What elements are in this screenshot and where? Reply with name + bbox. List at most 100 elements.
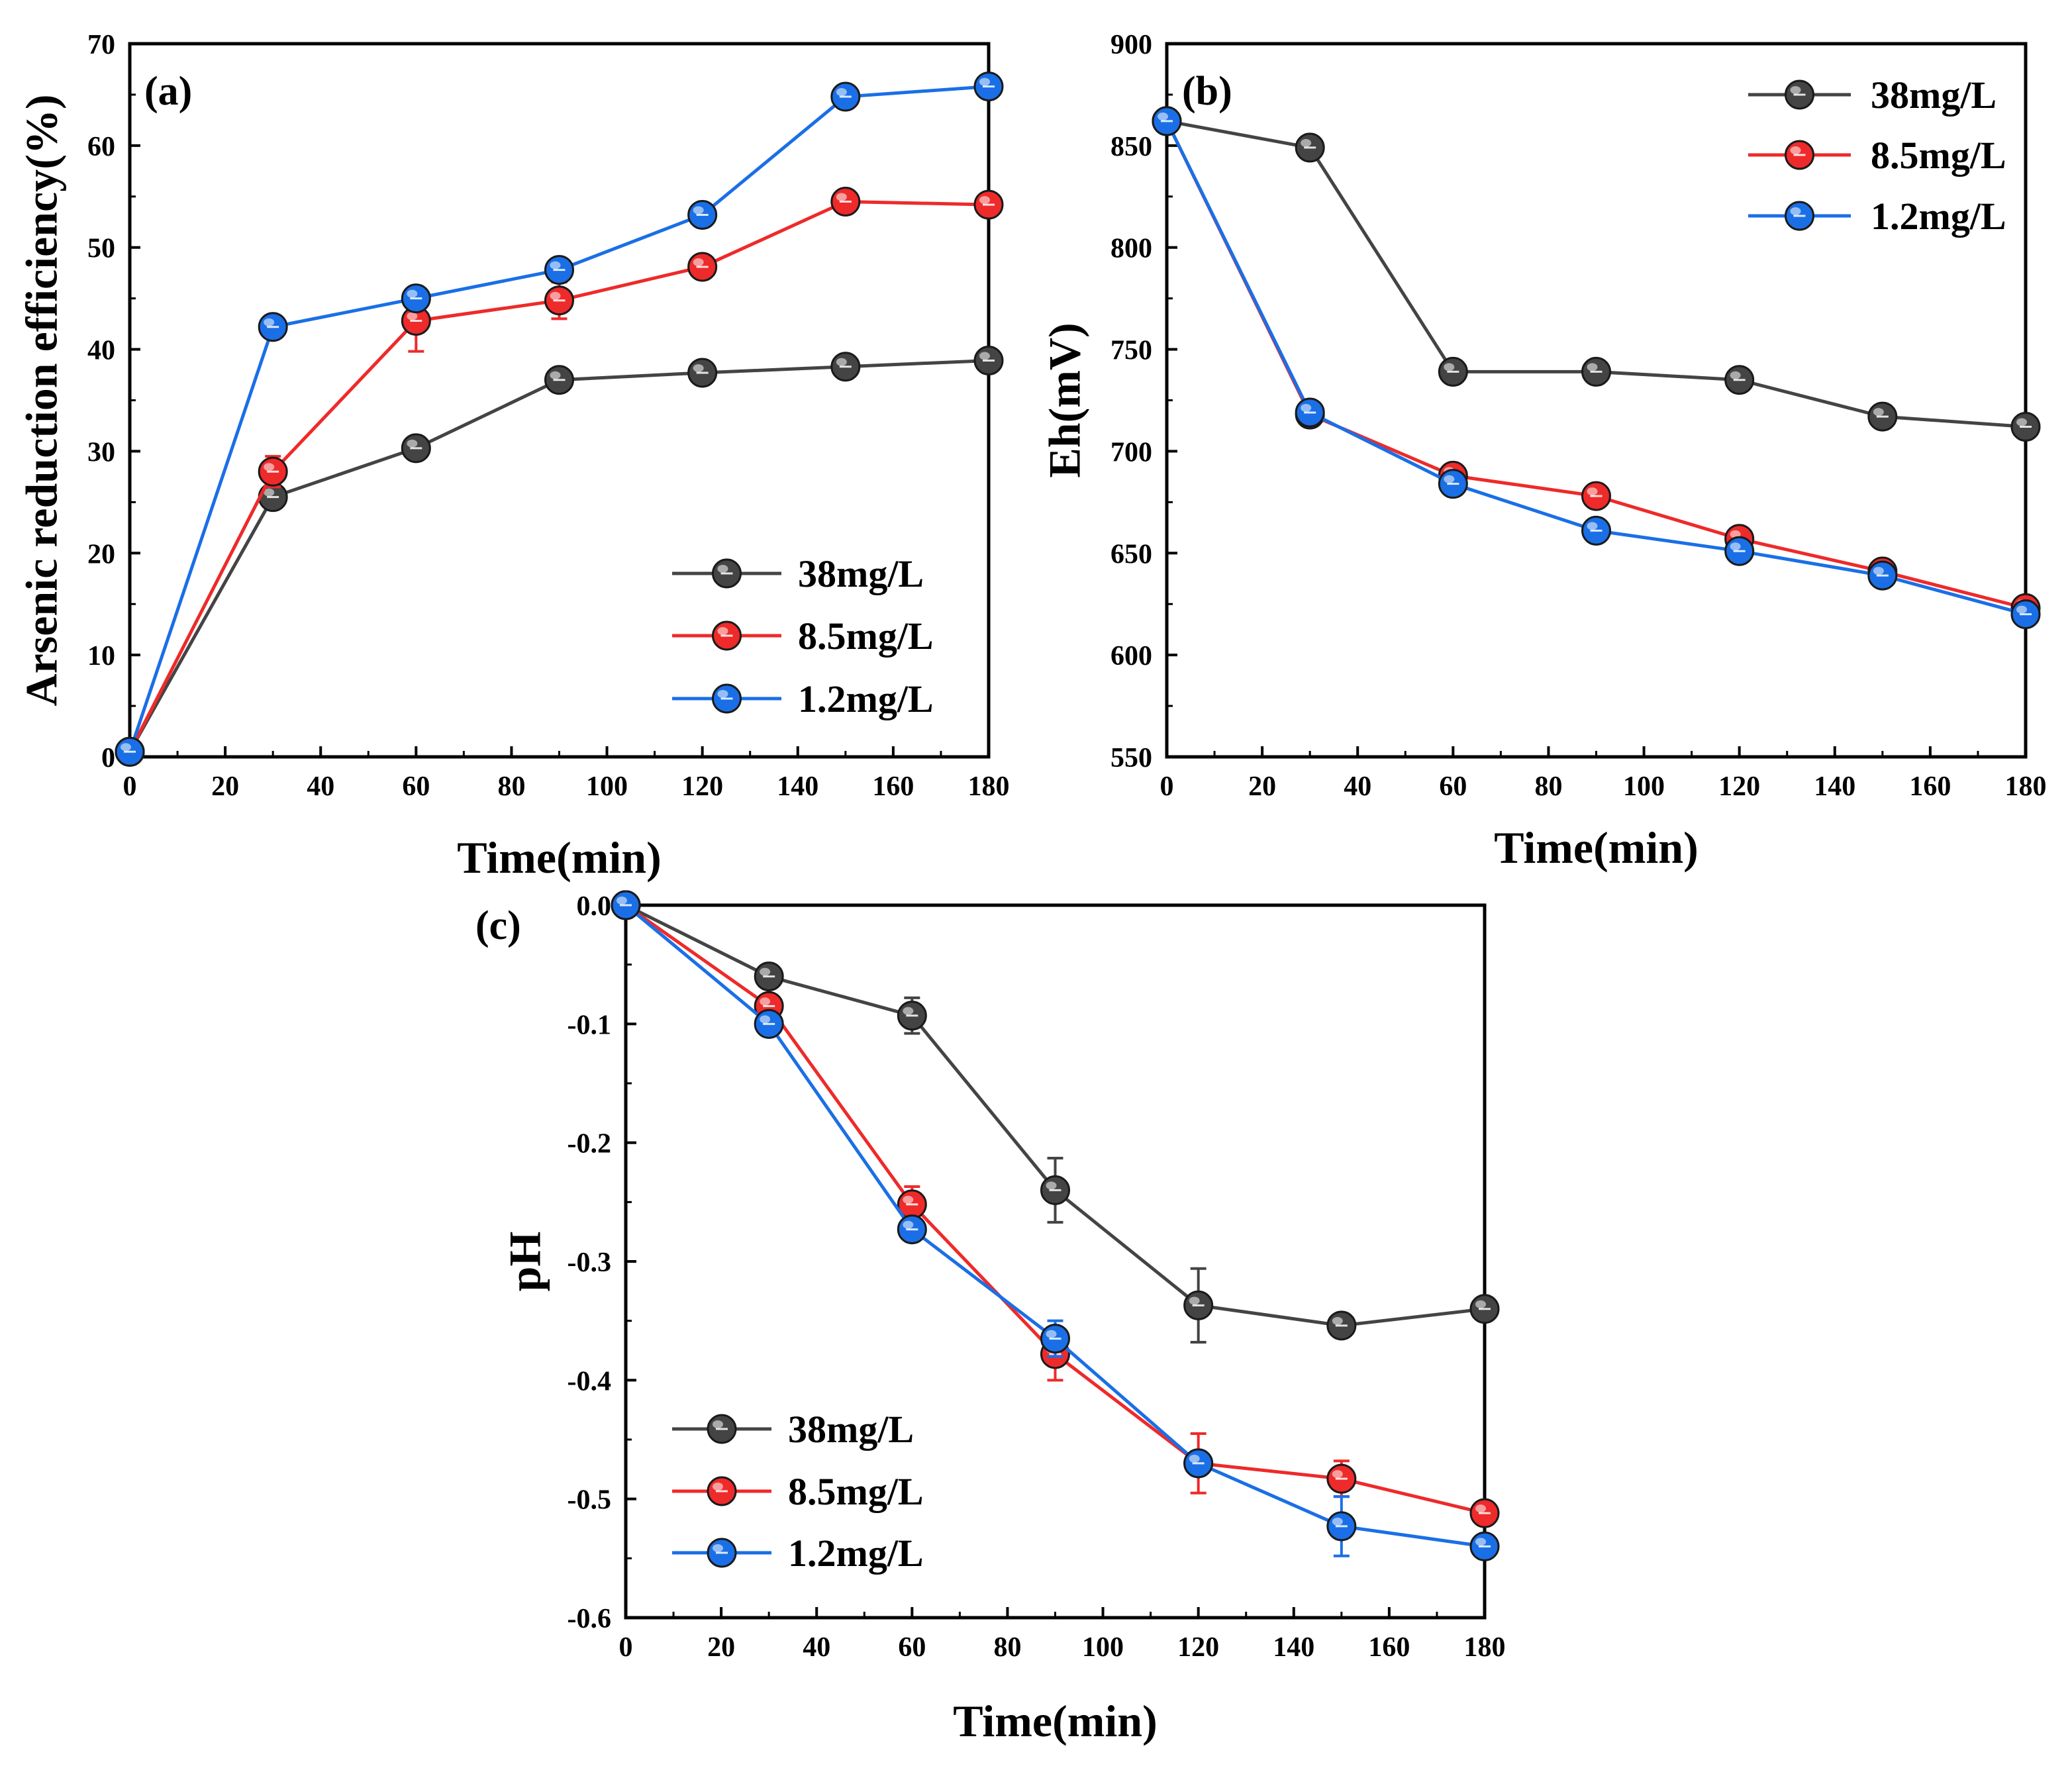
x-tick-label: 120	[1177, 1632, 1219, 1663]
data-point-highlight	[1046, 1330, 1057, 1338]
y-tick-label: -0.4	[567, 1366, 612, 1397]
series-1-2mg-l	[1152, 106, 2041, 630]
data-point-highlight	[693, 364, 704, 372]
y-tick-label: 800	[1110, 234, 1152, 264]
data-point-highlight	[1332, 1517, 1343, 1526]
x-tick-label: 180	[1464, 1632, 1506, 1663]
x-tick-label: 120	[681, 771, 723, 802]
data-point-highlight	[1444, 475, 1455, 483]
x-tick-label: 160	[872, 771, 914, 802]
y-tick-label: 50	[87, 234, 115, 264]
x-tick-label: 60	[898, 1632, 926, 1663]
data-point-highlight	[407, 312, 418, 320]
y-tick-label: 750	[1110, 336, 1152, 366]
data-point-highlight	[550, 291, 561, 300]
y-tick-label: -0.1	[567, 1010, 612, 1040]
x-tick-label: 60	[1439, 771, 1467, 802]
data-point-highlight	[903, 1220, 914, 1229]
data-point-highlight	[1158, 112, 1168, 121]
data-point-highlight	[1301, 138, 1312, 147]
y-tick-label: 40	[87, 336, 115, 366]
y-tick-label: 650	[1110, 539, 1152, 569]
data-point-highlight	[264, 318, 275, 326]
panel-label: (a)	[144, 69, 192, 114]
y-axis-title: Arsenic reduction efficiency(%)	[17, 94, 67, 706]
series-38mg-l	[611, 890, 1500, 1344]
legend-label: 38mg/L	[788, 1408, 914, 1451]
legend-marker-highlight	[717, 565, 728, 573]
legend-marker-highlight	[713, 1420, 723, 1428]
chart-panel-2: 0 20 40 60 80 100 120 140 160 180 550 600 650 700 750 8…	[1040, 30, 2047, 873]
data-point-highlight	[617, 897, 627, 905]
y-tick-label: 900	[1110, 30, 1152, 60]
data-point-highlight	[979, 77, 990, 86]
x-tick-label: 40	[803, 1632, 830, 1663]
series-1-2mg-l	[611, 890, 1500, 1561]
panel-label: (b)	[1182, 69, 1232, 114]
legend-label: 1.2mg/L	[1871, 195, 2006, 238]
x-tick-label: 20	[1248, 771, 1276, 802]
data-point-highlight	[264, 463, 275, 471]
data-point-highlight	[760, 1015, 771, 1024]
data-point-highlight	[1189, 1454, 1200, 1463]
x-tick-label: 180	[2005, 771, 2047, 802]
legend-marker-highlight	[717, 690, 728, 698]
data-point-highlight	[1301, 403, 1312, 412]
x-axis-title: Time(min)	[1494, 822, 1699, 873]
y-tick-label: -0.3	[567, 1248, 612, 1278]
series-1-2mg-l	[115, 72, 1004, 767]
legend-label: 8.5mg/L	[798, 614, 934, 658]
data-point-highlight	[979, 352, 990, 360]
x-tick-label: 100	[586, 771, 628, 802]
x-tick-label: 140	[1273, 1632, 1314, 1663]
legend-label: 38mg/L	[798, 552, 924, 595]
x-tick-label: 40	[307, 771, 334, 802]
y-tick-label: -0.5	[567, 1485, 612, 1516]
x-axis-title: Time(min)	[457, 832, 662, 883]
data-point-highlight	[1730, 371, 1741, 379]
legend-label: 1.2mg/L	[788, 1532, 924, 1575]
data-point-highlight	[903, 1195, 914, 1204]
series-line	[624, 903, 1485, 1328]
y-tick-label: 700	[1110, 437, 1152, 467]
legend-marker-highlight	[1790, 86, 1801, 94]
y-tick-label: 600	[1110, 641, 1152, 671]
data-point-highlight	[407, 439, 418, 448]
data-point-highlight	[550, 371, 561, 379]
x-tick-label: 40	[1344, 771, 1371, 802]
data-point-highlight	[1587, 487, 1598, 496]
legend-marker-highlight	[1790, 207, 1801, 215]
x-tick-label: 100	[1082, 1632, 1124, 1663]
x-tick-label: 180	[968, 771, 1010, 802]
legend-label: 1.2mg/L	[798, 677, 934, 720]
data-point-highlight	[1730, 530, 1741, 538]
data-point-highlight	[760, 997, 771, 1006]
x-tick-label: 20	[211, 771, 239, 802]
data-point-highlight	[2016, 605, 2027, 614]
y-tick-label: 550	[1110, 743, 1152, 773]
legend-marker-highlight	[717, 627, 728, 635]
data-point-highlight	[979, 196, 990, 205]
data-point-highlight	[903, 1006, 914, 1015]
legend: 38mg/L 8.5mg/L 1.2mg/L	[672, 1408, 924, 1575]
x-tick-label: 80	[1534, 771, 1562, 802]
legend-label: 8.5mg/L	[1871, 134, 2006, 177]
data-point-highlight	[836, 358, 847, 366]
x-tick-label: 120	[1718, 771, 1760, 802]
data-point-highlight	[1587, 363, 1598, 371]
y-tick-label: 30	[87, 437, 115, 467]
data-point-highlight	[836, 88, 847, 97]
data-point-highlight	[121, 743, 131, 752]
x-tick-label: 140	[777, 771, 818, 802]
x-tick-label: 0	[123, 771, 137, 802]
y-tick-label: 0.0	[577, 891, 612, 922]
data-point-highlight	[550, 261, 561, 270]
series-line	[624, 904, 1485, 1548]
data-point-highlight	[760, 967, 771, 976]
data-point-highlight	[693, 258, 704, 266]
y-tick-label: 20	[87, 539, 115, 569]
data-point-highlight	[2016, 418, 2027, 426]
y-axis-title: Eh(mV)	[1040, 322, 1090, 477]
data-point-highlight	[1730, 542, 1741, 551]
